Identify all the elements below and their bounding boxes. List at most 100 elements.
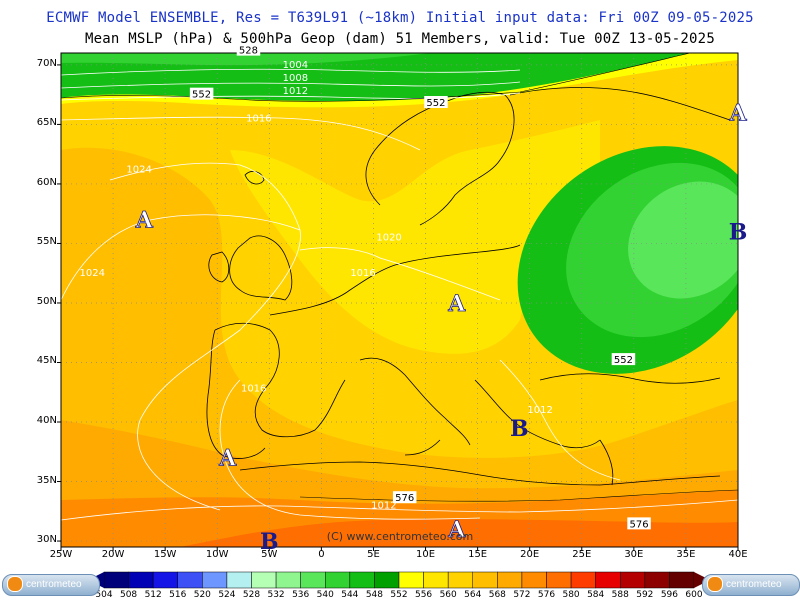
colorbar-tick-label: 564	[464, 590, 482, 600]
latitude-label: 60N	[36, 176, 57, 188]
colorbar-swatch	[374, 571, 400, 589]
colorbar-tick-label: 572	[513, 590, 531, 600]
longitude-label: 30E	[624, 549, 644, 560]
geop-contour-label-bg	[627, 517, 651, 530]
colorbar-tick-label: 516	[169, 590, 187, 600]
longitude-label: 10W	[205, 549, 229, 560]
logo-right-text: centrometeo	[726, 579, 782, 590]
colorbar-tick-label: 584	[587, 590, 605, 600]
geop-contours	[61, 53, 738, 502]
colorbar-swatch	[202, 571, 228, 589]
colorbar-tick-label: 504	[95, 590, 113, 600]
latitude-label: 40N	[36, 415, 57, 426]
logo-right: centrometeo	[702, 574, 800, 596]
logo-icon	[707, 576, 723, 593]
contour-labels: 552 552 552 576 576 528 1004 1008 1012 1016 1024 10…	[80, 43, 651, 530]
colorbar-tick-label: 568	[488, 590, 506, 600]
low-pressure-marker: B	[260, 529, 279, 555]
low-pressure-marker: B	[729, 220, 748, 246]
longitude-label: 10E	[416, 549, 436, 560]
high-pressure-marker: A	[135, 208, 154, 234]
colorbar-swatch	[300, 571, 326, 589]
geop-contour-label: 552	[614, 355, 633, 366]
geop-contour-label-bg	[392, 491, 417, 504]
isobar-label: 1012	[371, 500, 396, 511]
colorbar-tick-label: 576	[537, 590, 556, 600]
coastlines	[206, 87, 731, 486]
latitude-label: 45N	[36, 355, 57, 367]
colorbar-tick-label: 556	[414, 590, 433, 600]
isobar-label: 1004	[283, 60, 308, 71]
colorbar-swatch	[595, 571, 621, 589]
longitude-label: 20W	[101, 549, 125, 560]
colorbar-tick-label: 524	[218, 590, 236, 600]
high-pressure-marker: A	[218, 446, 237, 472]
colorbar-swatch	[472, 571, 498, 589]
map-title-line-1: ECMWF Model ENSEMBLE, Res = T639L91 (~18…	[46, 10, 754, 26]
geop-contour-label-bg	[189, 87, 214, 100]
high-pressure-marker: A	[447, 291, 466, 317]
longitude-label: 40E	[728, 549, 748, 560]
colorbar-swatch	[177, 571, 203, 589]
geop-contour-label: 576	[630, 519, 649, 530]
colorbar-tick-label: 544	[341, 590, 359, 600]
colorbar-swatches	[88, 571, 710, 589]
isobar-label: 1012	[527, 405, 552, 416]
isobars	[61, 68, 738, 521]
colorbar-swatch	[423, 571, 449, 589]
isobar-label: 1016	[246, 113, 271, 124]
low-pressure-marker: B	[510, 416, 529, 442]
high-pressure-marker: A	[447, 517, 466, 543]
isobar-label: 1024	[80, 268, 105, 279]
colorbar-swatch	[669, 571, 695, 589]
logo-left-text: centrometeo	[26, 579, 82, 590]
map-title-line-2: Mean MSLP (hPa) & 500hPa Geop (dam) 51 M…	[85, 31, 715, 47]
longitude-label: 25E	[572, 549, 592, 560]
band-556	[230, 120, 600, 354]
high-pressure-marker: A	[728, 101, 747, 127]
colorbar-swatch	[275, 571, 301, 589]
longitude-label: 20E	[520, 549, 540, 560]
geop-contour-label-bg	[611, 353, 636, 366]
logo-icon	[7, 576, 23, 593]
isobar-label: 1016	[241, 384, 266, 395]
colorbar-swatch	[325, 571, 351, 589]
geop-contour-label-bg	[236, 43, 261, 56]
colorbar-swatch	[349, 571, 375, 589]
longitude-label: 15W	[153, 549, 177, 560]
colorbar-tick-label: 536	[292, 590, 310, 600]
colorbar-tick-label: 600	[685, 590, 703, 600]
colorbar	[0, 570, 800, 600]
colorbar-swatch	[226, 571, 252, 589]
longitude-label: 0	[318, 549, 325, 560]
colorbar-tick-label: 528	[242, 590, 261, 600]
colorbar-swatch	[128, 571, 154, 589]
map-field	[61, 53, 738, 547]
colorbar-tick-label: 592	[636, 590, 654, 600]
colorbar-swatch	[644, 571, 670, 589]
colorbar-swatch	[251, 571, 277, 589]
geop-contour-label: 552	[192, 90, 211, 101]
isobar-label: 1016	[350, 268, 375, 279]
colorbar-swatch	[521, 571, 547, 589]
longitude-label: 25W	[49, 549, 73, 560]
colorbar-swatch	[620, 571, 646, 589]
colorbar-tick-label: 508	[119, 590, 138, 600]
band-576	[180, 519, 738, 547]
trough-540	[628, 181, 738, 299]
longitude-label: 35E	[676, 549, 696, 560]
colorbar-tick-label: 548	[365, 590, 383, 600]
colorbar-tick-label: 532	[267, 590, 285, 600]
colorbar-swatch	[447, 571, 473, 589]
isobar-label: 1008	[283, 73, 308, 84]
colorbar-swatch	[570, 571, 596, 589]
colorbar-swatch	[546, 571, 572, 589]
colorbar-swatch	[103, 571, 129, 589]
colorbar-tick-label: 512	[144, 590, 162, 600]
logo-left: centrometeo	[2, 574, 100, 596]
latitude-label: 35N	[36, 474, 57, 486]
axis-ticks	[57, 64, 739, 551]
colorbar-tick-label: 580	[562, 590, 580, 600]
geop-contour-label: 552	[426, 98, 445, 109]
